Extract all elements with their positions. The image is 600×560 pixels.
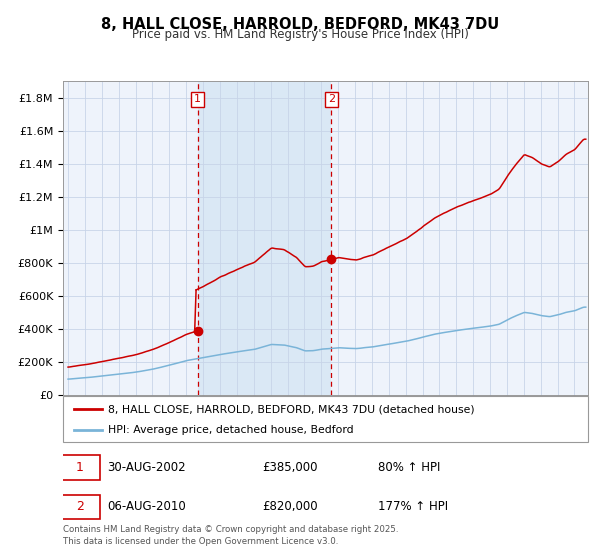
Text: 1: 1 [76, 461, 84, 474]
Text: HPI: Average price, detached house, Bedford: HPI: Average price, detached house, Bedf… [107, 424, 353, 435]
Text: Contains HM Land Registry data © Crown copyright and database right 2025.
This d: Contains HM Land Registry data © Crown c… [63, 525, 398, 546]
Text: £385,000: £385,000 [263, 461, 318, 474]
Text: 06-AUG-2010: 06-AUG-2010 [107, 500, 187, 514]
FancyBboxPatch shape [63, 396, 588, 442]
Text: 8, HALL CLOSE, HARROLD, BEDFORD, MK43 7DU: 8, HALL CLOSE, HARROLD, BEDFORD, MK43 7D… [101, 17, 499, 32]
Text: 80% ↑ HPI: 80% ↑ HPI [378, 461, 440, 474]
Text: 8, HALL CLOSE, HARROLD, BEDFORD, MK43 7DU (detached house): 8, HALL CLOSE, HARROLD, BEDFORD, MK43 7D… [107, 404, 474, 414]
Text: Price paid vs. HM Land Registry's House Price Index (HPI): Price paid vs. HM Land Registry's House … [131, 28, 469, 41]
FancyBboxPatch shape [61, 494, 100, 519]
Text: 2: 2 [76, 500, 84, 514]
Text: £820,000: £820,000 [263, 500, 318, 514]
Text: 30-AUG-2002: 30-AUG-2002 [107, 461, 186, 474]
Text: 1: 1 [194, 95, 201, 104]
FancyBboxPatch shape [61, 455, 100, 479]
Text: 177% ↑ HPI: 177% ↑ HPI [378, 500, 448, 514]
Bar [197, 81, 331, 395]
Text: 2: 2 [328, 95, 335, 104]
